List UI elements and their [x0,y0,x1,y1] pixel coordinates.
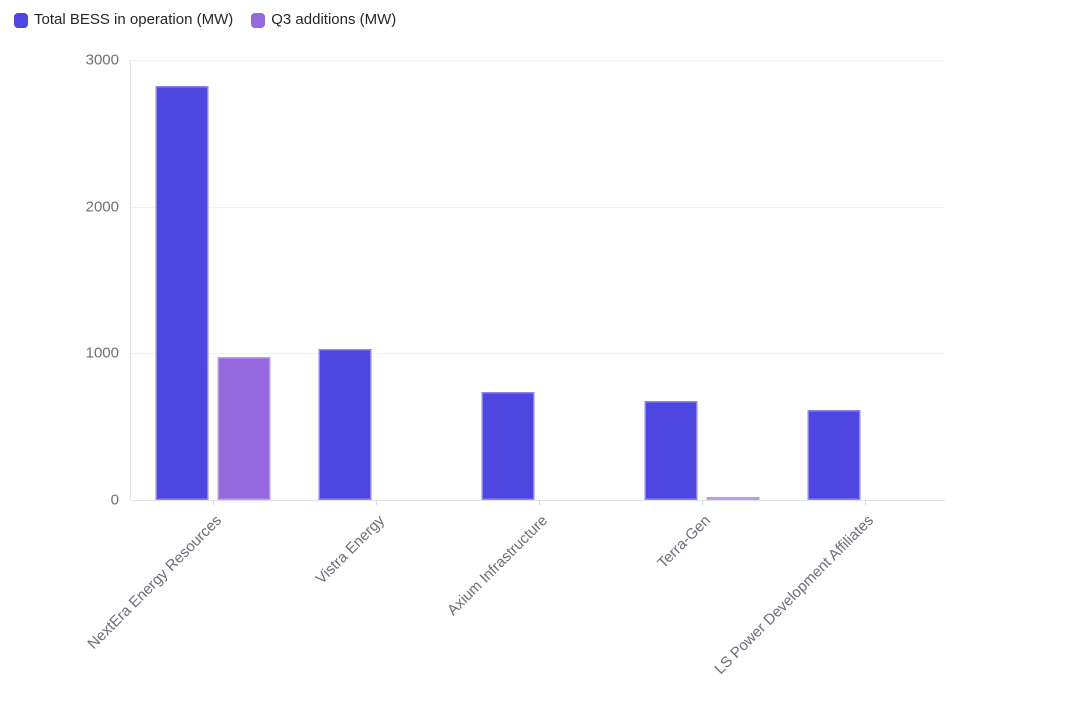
plot-area: 0 1000 2000 3000 NextEra Energy Resources Vis… [84,52,945,678]
chart-legend: Total BESS in operation (MW) Q3 addition… [14,10,396,30]
legend-label-total-bess: Total BESS in operation (MW) [34,11,234,28]
x-axis-label-axium-infrastructure: Axium Infrastructure [443,512,551,619]
x-axis-tick-nextera-energy-resources [212,500,214,505]
bar-group-ls-power-development-affiliates [807,409,922,500]
bar-axium-infrastructure-total-bess-in-operation-mw[interactable] [481,392,534,500]
gridline-2000 [131,206,945,208]
gridline-3000 [131,60,945,61]
bar-group-vistra-energy [318,348,433,500]
bar-group-nextera-energy-resources [155,86,270,500]
x-axis-label-nextera-energy-resources: NextEra Energy Resources [83,512,225,653]
legend-item-q3-additions[interactable]: Q3 additions (MW) [251,10,396,30]
x-axis-tick-terra-gen [701,500,703,505]
x-axis-tick-axium-infrastructure [538,500,540,505]
x-axis-tick-ls-power-development-affiliates [864,500,866,505]
bar-nextera-energy-resources-q3-additions-mw[interactable] [217,357,270,500]
legend-label-q3-additions: Q3 additions (MW) [271,11,397,28]
x-axis-label-ls-power-development-affiliates: LS Power Development Affiliates [710,512,877,678]
legend-swatch-total-bess-icon [14,12,28,28]
x-axis-label-terra-gen: Terra-Gen [653,512,714,572]
y-axis-tick-label-3000: 3000 [85,51,119,69]
y-axis-tick-label-0: 0 [110,491,119,509]
y-axis-tick-label-2000: 2000 [85,198,119,216]
gridline-1000 [131,353,945,355]
legend-swatch-q3-additions-icon [251,12,266,28]
bar-group-axium-infrastructure [481,392,596,500]
bar-group-terra-gen [644,401,759,500]
legend-item-total-bess-in-operation[interactable]: Total BESS in operation (MW) [14,10,233,30]
bar-terra-gen-total-bess-in-operation-mw[interactable] [644,401,697,500]
y-axis-tick-label-1000: 1000 [85,344,119,362]
gridline-0 [131,500,945,501]
bar-terra-gen-q3-additions-mw[interactable] [706,497,759,500]
bar-ls-power-development-affiliates-total-bess-in-operation-mw[interactable] [807,409,860,500]
x-axis-tick-vistra-energy [375,500,377,505]
bar-vistra-energy-total-bess-in-operation-mw[interactable] [318,348,371,500]
bar-nextera-energy-resources-total-bess-in-operation-mw[interactable] [155,86,208,500]
x-axis-label-vistra-energy: Vistra Energy [312,512,388,588]
